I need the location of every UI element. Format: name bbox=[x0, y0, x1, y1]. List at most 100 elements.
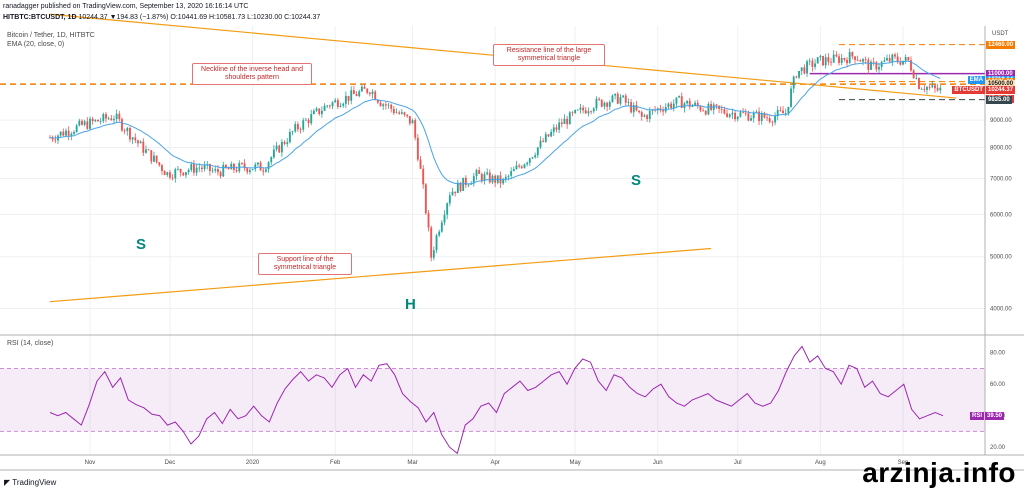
candle bbox=[819, 54, 822, 61]
candle bbox=[424, 182, 427, 215]
candle-body bbox=[528, 158, 531, 163]
candle bbox=[843, 57, 846, 62]
tradingview-logo[interactable]: ◤ TradingView bbox=[4, 478, 56, 487]
candle-body bbox=[635, 105, 638, 111]
candle bbox=[904, 54, 907, 65]
candle-body bbox=[480, 173, 483, 181]
candle-body bbox=[406, 114, 409, 117]
candle-body bbox=[662, 110, 665, 112]
candle-body bbox=[926, 86, 928, 90]
candle bbox=[542, 137, 545, 143]
candle-body bbox=[137, 140, 139, 144]
candle bbox=[518, 163, 521, 169]
candle-body bbox=[939, 87, 942, 91]
candle bbox=[590, 110, 593, 115]
candle-body bbox=[262, 170, 265, 172]
candle-body bbox=[384, 104, 387, 106]
candle-body bbox=[222, 164, 225, 177]
candle-body bbox=[512, 169, 515, 172]
candle-body bbox=[374, 91, 377, 100]
candle bbox=[416, 134, 419, 162]
candle-body bbox=[688, 100, 691, 107]
candle bbox=[129, 126, 131, 143]
candle bbox=[742, 107, 744, 114]
candle-body bbox=[390, 104, 393, 109]
annotation-neckline[interactable]: Neckline of the inverse head and shoulde… bbox=[192, 63, 312, 85]
ohlc-line: HITBTC:BTCUSDT, 1D 10244.37 ▼194.83 (−1.… bbox=[3, 14, 320, 21]
candle-body bbox=[126, 127, 129, 132]
candle-body bbox=[632, 105, 635, 113]
candle bbox=[155, 155, 158, 164]
annotation-support[interactable]: Support line of the symmetrical triangle bbox=[258, 253, 352, 275]
candle bbox=[800, 67, 803, 76]
candle-body bbox=[478, 170, 481, 174]
candle-body bbox=[736, 116, 739, 120]
candle bbox=[454, 191, 457, 197]
candle bbox=[702, 107, 705, 112]
candle-body bbox=[392, 108, 395, 114]
candle bbox=[550, 128, 553, 138]
candle bbox=[344, 91, 347, 108]
candle-body bbox=[915, 78, 918, 79]
candle-body bbox=[342, 103, 345, 106]
candle-body bbox=[859, 60, 862, 62]
candle bbox=[502, 177, 505, 185]
candle bbox=[318, 108, 321, 116]
candle bbox=[262, 167, 265, 176]
candle-body bbox=[376, 99, 379, 103]
candle-body bbox=[899, 61, 902, 65]
candle-body bbox=[185, 172, 187, 176]
candle-body bbox=[270, 157, 273, 163]
candle-body bbox=[824, 57, 827, 66]
candle bbox=[360, 83, 363, 92]
candle-body bbox=[193, 164, 195, 173]
candle-body bbox=[336, 100, 339, 107]
candle bbox=[776, 106, 779, 121]
candle bbox=[328, 104, 331, 109]
candle-body bbox=[387, 104, 390, 106]
candle bbox=[616, 91, 619, 105]
candle-body bbox=[782, 110, 784, 114]
candle bbox=[872, 57, 875, 66]
candle-body bbox=[462, 177, 465, 191]
candle-body bbox=[502, 178, 505, 184]
candle-body bbox=[902, 60, 904, 65]
candle-body bbox=[518, 165, 521, 167]
candle bbox=[201, 165, 203, 173]
candle bbox=[299, 127, 302, 134]
candle bbox=[734, 110, 736, 122]
candle-body bbox=[728, 114, 731, 117]
candle-body bbox=[142, 141, 145, 153]
candle bbox=[771, 120, 774, 127]
annotation-resistance[interactable]: Resistance line of the large symmetrical… bbox=[493, 44, 605, 66]
candle-body bbox=[750, 118, 752, 121]
candle bbox=[89, 116, 91, 130]
candle-body bbox=[134, 137, 137, 141]
candle bbox=[659, 104, 662, 113]
candle bbox=[240, 162, 243, 166]
candle-body bbox=[435, 235, 438, 251]
candle-body bbox=[267, 162, 270, 170]
candle-body bbox=[531, 157, 534, 159]
time-tick-label: Mar bbox=[407, 460, 417, 466]
candle bbox=[438, 229, 441, 238]
candle-body bbox=[398, 112, 401, 114]
price-label: 11000.00 bbox=[986, 69, 1015, 78]
candle bbox=[934, 84, 936, 93]
rsi-line-group bbox=[49, 345, 944, 455]
candle bbox=[398, 110, 401, 115]
candle bbox=[675, 97, 678, 108]
candle bbox=[878, 62, 880, 73]
candle-body bbox=[539, 140, 542, 148]
candle bbox=[744, 108, 747, 117]
candle bbox=[939, 85, 942, 94]
candle bbox=[248, 168, 251, 175]
candle bbox=[320, 106, 323, 118]
candle bbox=[161, 163, 163, 175]
candle-body bbox=[819, 55, 822, 58]
candle-body bbox=[89, 118, 91, 129]
candle bbox=[512, 166, 515, 172]
rsi-legend[interactable]: RSI (14, close) bbox=[7, 340, 54, 347]
candle bbox=[608, 100, 611, 110]
candle-body bbox=[209, 163, 211, 172]
